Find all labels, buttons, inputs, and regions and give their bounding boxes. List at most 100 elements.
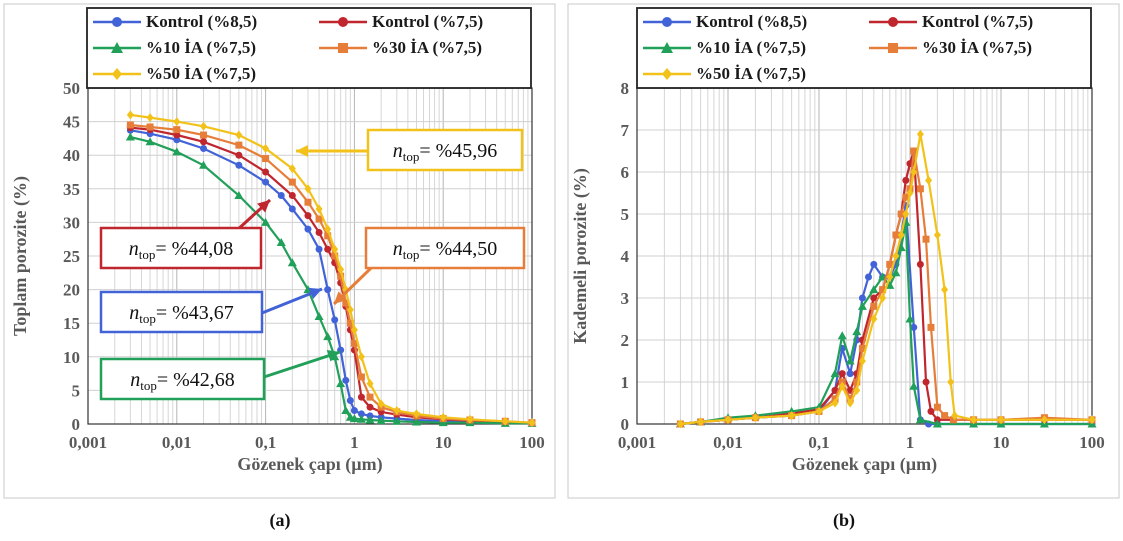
chart-a-data-point bbox=[412, 409, 420, 419]
chart-a-data-point bbox=[357, 410, 365, 418]
chart-a-y-tick-label: 0 bbox=[72, 415, 81, 434]
chart-a-data-point bbox=[288, 205, 296, 213]
chart-b-data-point bbox=[916, 260, 924, 268]
chart-b-data-point bbox=[906, 188, 914, 198]
chart-a-data-point bbox=[125, 132, 135, 141]
chart-a-legend-label: Kontrol (%8,5) bbox=[146, 12, 257, 31]
annotation-4408-box bbox=[99, 226, 263, 270]
chart-b-y-tick-label: 2 bbox=[621, 331, 630, 350]
chart-b-data-point bbox=[869, 285, 879, 294]
chart-b-data-point bbox=[886, 260, 894, 268]
chart-b-data-point bbox=[838, 370, 846, 378]
chart-a-data-point bbox=[331, 252, 339, 260]
annotation-4408-text: ntop= %44,08 bbox=[129, 238, 234, 262]
chart-b-data-point bbox=[858, 356, 866, 366]
chart-a-data-point bbox=[324, 245, 332, 253]
chart-a-data-point bbox=[323, 332, 333, 341]
chart-b-data-point bbox=[879, 286, 887, 294]
chart-a-y-tick-label: 50 bbox=[63, 79, 80, 98]
chart-b-data-point bbox=[1088, 415, 1096, 425]
chart-b-data-point bbox=[897, 210, 905, 218]
chart-a-data-point bbox=[262, 143, 270, 153]
chart-b-data-point bbox=[927, 407, 935, 415]
chart-b-series-0 bbox=[676, 202, 1096, 428]
chart-b-legend-swatch-marker bbox=[888, 17, 898, 27]
chart-a-data-point bbox=[173, 126, 181, 134]
chart-b-y-tick-label: 3 bbox=[621, 289, 630, 308]
annotation-arrow-4596 bbox=[296, 145, 368, 157]
chart-a-data-point bbox=[304, 184, 312, 194]
chart-a-data-point bbox=[315, 228, 323, 236]
annotation-4450-box bbox=[364, 226, 526, 270]
chart-a-data-point bbox=[173, 131, 181, 139]
chart-b-y-axis-label: Kademeli porozite (%) bbox=[570, 168, 591, 344]
panel-a-frame bbox=[3, 3, 556, 499]
chart-a-legend-swatch-marker bbox=[112, 17, 122, 27]
chart-b-data-point bbox=[905, 314, 915, 323]
chart-b-data-point bbox=[697, 417, 705, 427]
chart-a-data-point bbox=[262, 155, 270, 163]
chart-b-data-point bbox=[865, 273, 873, 281]
chart-a-data-point bbox=[146, 123, 154, 131]
chart-b-y-tick-label: 5 bbox=[621, 205, 630, 224]
chart-a-data-point bbox=[438, 418, 448, 427]
chart-a-data-point bbox=[288, 192, 296, 200]
chart-a-data-point bbox=[199, 160, 209, 169]
chart-b-data-point bbox=[915, 415, 925, 424]
chart-b-data-point bbox=[910, 167, 918, 177]
chart-b-data-point bbox=[815, 406, 823, 416]
chart-a-data-point bbox=[366, 403, 374, 411]
chart-b-legend-label: %50 İA (%7,5) bbox=[696, 64, 806, 83]
chart-a-data-point bbox=[365, 415, 375, 424]
chart-b-y-tick-label: 8 bbox=[621, 79, 630, 98]
annotation-arrow-4268 bbox=[263, 350, 341, 379]
chart-b-data-point bbox=[925, 175, 933, 185]
chart-b-data-point bbox=[858, 344, 866, 352]
chart-b-y-tick-label: 4 bbox=[621, 247, 630, 266]
chart-b-data-point bbox=[1040, 415, 1048, 425]
chart-b-legend bbox=[636, 7, 1092, 89]
chart-a-data-point bbox=[357, 393, 365, 401]
chart-a-legend-item: %50 İA (%7,5) bbox=[93, 64, 256, 83]
annotation-4268-box bbox=[99, 357, 266, 401]
chart-a-data-point bbox=[288, 178, 296, 186]
chart-a-data-point bbox=[501, 416, 509, 426]
chart-b-data-point bbox=[970, 415, 978, 425]
chart-b-data-point bbox=[902, 209, 910, 219]
annotation-4596-text: ntop= %45,96 bbox=[393, 140, 498, 164]
chart-a-data-point bbox=[324, 286, 332, 294]
chart-a-legend-item: %30 İA (%7,5) bbox=[319, 38, 482, 57]
chart-a-data-point bbox=[324, 224, 332, 234]
annotation-arrow-4367 bbox=[261, 287, 323, 315]
chart-b-legend-label: %10 İA (%7,5) bbox=[696, 38, 806, 57]
chart-b-legend-label: Kontrol (%8,5) bbox=[696, 12, 807, 31]
chart-a-y-tick-label: 10 bbox=[63, 348, 80, 367]
chart-b-data-point bbox=[891, 268, 901, 277]
chart-b-data-point bbox=[922, 235, 930, 243]
annotation-arrow-4408-head bbox=[257, 200, 270, 213]
chart-a-data-point bbox=[356, 414, 366, 423]
annotation-arrow-4367-head bbox=[308, 287, 322, 300]
chart-b-data-point bbox=[676, 419, 684, 429]
annotation-4367-text: ntop= %43,67 bbox=[129, 302, 234, 326]
chart-b-data-point bbox=[932, 419, 942, 428]
annotation-4367: ntop= %43,67 bbox=[99, 290, 264, 334]
chart-a-legend-swatch-marker bbox=[112, 68, 122, 80]
chart-a-data-point bbox=[377, 399, 385, 409]
chart-a-data-point bbox=[235, 141, 243, 149]
chart-a-data-point bbox=[234, 191, 244, 200]
chart-b-data-point bbox=[846, 398, 854, 408]
chart-a-legend bbox=[86, 7, 532, 89]
chart-b-data-point bbox=[870, 314, 878, 324]
annotation-4268-text: ntop= %42,68 bbox=[130, 369, 235, 393]
chart-b-data-point bbox=[916, 129, 924, 139]
chart-a-data-point bbox=[304, 212, 312, 220]
annotation-4450: ntop= %44,50 bbox=[364, 226, 526, 270]
chart-a-data-point bbox=[287, 258, 297, 267]
chart-a-legend-swatch-marker bbox=[111, 42, 123, 53]
annotation-4596-box bbox=[366, 128, 524, 172]
chart-b-legend-item: %10 İA (%7,5) bbox=[643, 38, 806, 57]
chart-a-y-tick-label: 30 bbox=[63, 213, 80, 232]
chart-b-data-point bbox=[896, 243, 906, 252]
chart-b-data-point bbox=[870, 302, 878, 310]
